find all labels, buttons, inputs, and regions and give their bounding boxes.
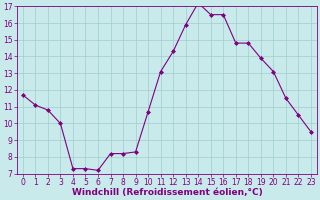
X-axis label: Windchill (Refroidissement éolien,°C): Windchill (Refroidissement éolien,°C)	[72, 188, 262, 197]
